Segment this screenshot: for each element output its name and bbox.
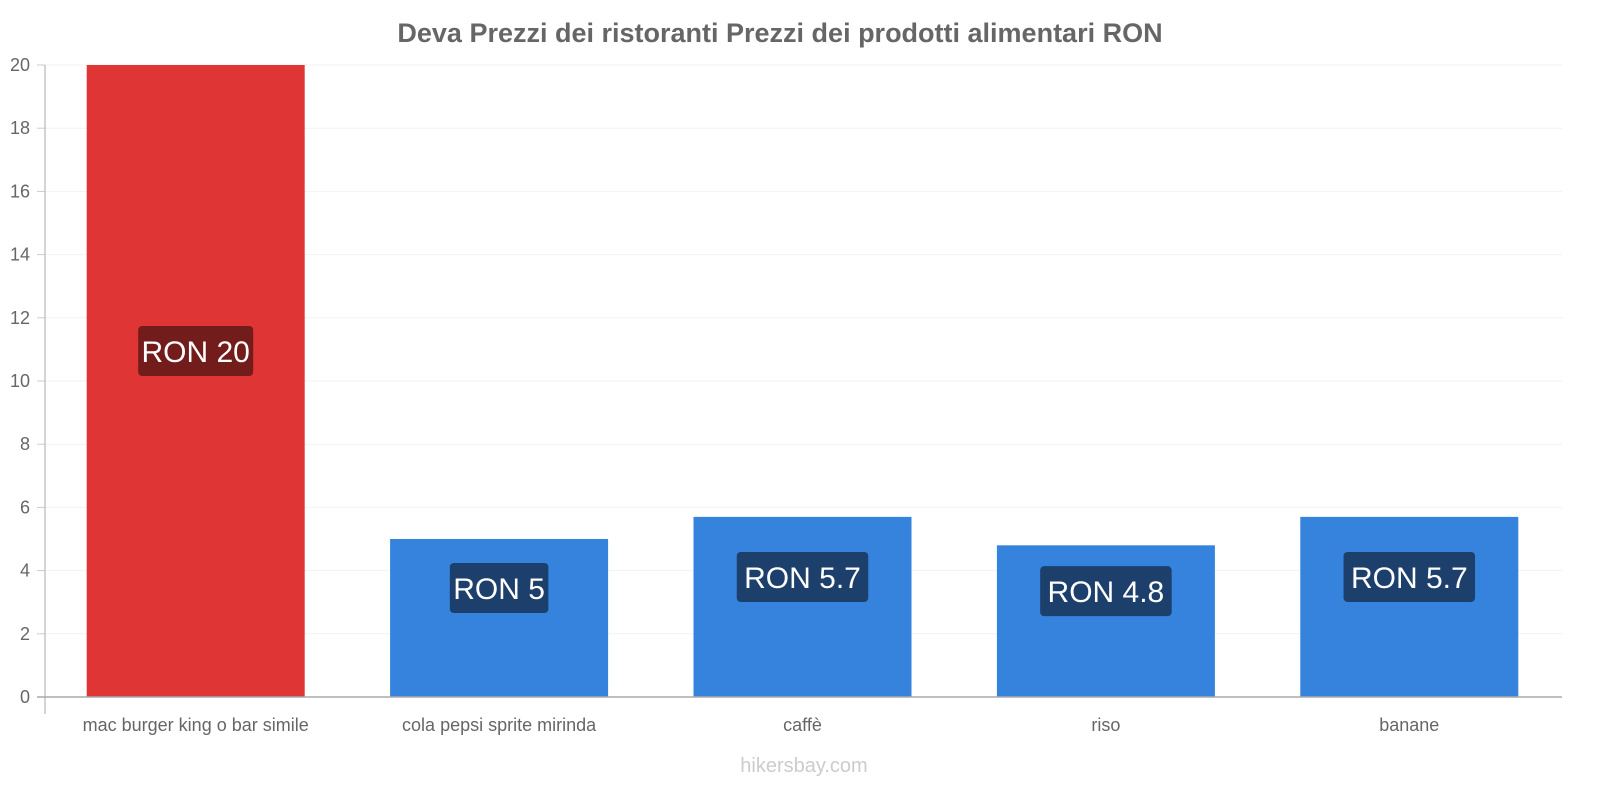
data-label-background	[1040, 566, 1172, 617]
y-tick-label: 8	[20, 434, 30, 454]
x-tick-label: cola pepsi sprite mirinda	[402, 715, 597, 735]
chart-title: Deva Prezzi dei ristoranti Prezzi dei pr…	[397, 18, 1162, 48]
x-tick-label: banane	[1379, 715, 1439, 735]
data-label: RON 4.8	[1048, 576, 1165, 609]
y-tick-label: 12	[10, 308, 30, 328]
bar	[1300, 516, 1519, 697]
x-tick-label: caffè	[783, 715, 822, 735]
y-tick-label: 6	[20, 497, 30, 517]
x-tick-label: riso	[1091, 715, 1120, 735]
y-tick-label: 20	[10, 55, 30, 75]
y-tick-label: 14	[10, 245, 30, 265]
data-label: RON 5	[453, 573, 545, 606]
data-label-background	[1343, 551, 1476, 602]
data-label: RON 20	[142, 336, 250, 369]
y-tick-label: 0	[20, 687, 30, 707]
bar	[693, 516, 912, 697]
x-tick-label: mac burger king o bar simile	[83, 715, 309, 735]
data-label: RON 5.7	[744, 562, 861, 595]
data-label-background	[736, 551, 869, 602]
footer-watermark: hikersbay.com	[740, 755, 867, 777]
y-tick-label: 16	[10, 181, 30, 201]
bar	[86, 65, 305, 697]
data-label-background	[449, 563, 549, 613]
y-tick-label: 2	[20, 624, 30, 644]
y-tick-label: 4	[20, 561, 30, 581]
data-label-background	[138, 326, 254, 376]
y-tick-label: 10	[10, 371, 30, 391]
y-tick-label: 18	[10, 118, 30, 138]
data-label: RON 5.7	[1351, 562, 1468, 595]
bar	[390, 539, 609, 697]
